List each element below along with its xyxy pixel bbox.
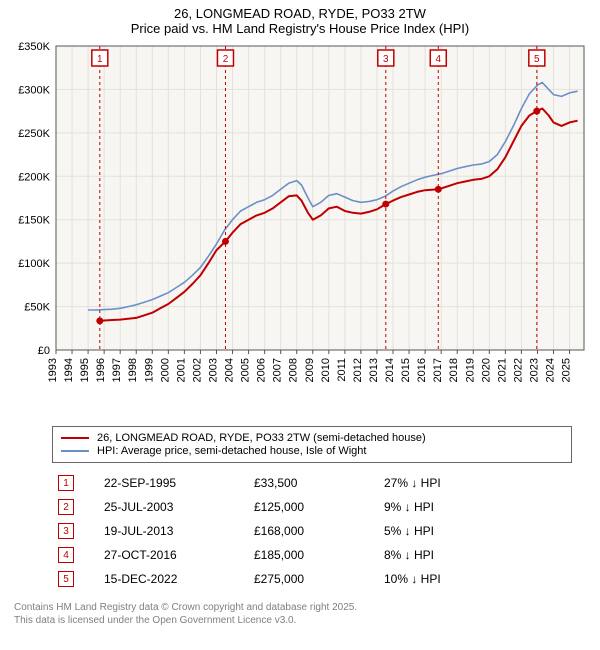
svg-text:2018: 2018 — [448, 358, 460, 382]
svg-text:1: 1 — [97, 54, 103, 65]
svg-text:2015: 2015 — [400, 358, 412, 382]
legend-label: 26, LONGMEAD ROAD, RYDE, PO33 2TW (semi-… — [97, 432, 426, 444]
cell-marker: 4 — [52, 543, 98, 567]
legend-swatch — [61, 450, 89, 452]
svg-text:£200K: £200K — [18, 171, 50, 183]
svg-text:2016: 2016 — [416, 358, 428, 382]
title-address: 26, LONGMEAD ROAD, RYDE, PO33 2TW — [8, 6, 592, 21]
svg-text:2005: 2005 — [240, 358, 252, 382]
svg-text:2020: 2020 — [480, 358, 492, 382]
cell-diff: 27% ↓ HPI — [378, 471, 572, 495]
cell-diff: 10% ↓ HPI — [378, 567, 572, 591]
svg-text:2007: 2007 — [272, 358, 284, 382]
marker-number-icon: 4 — [58, 547, 74, 563]
cell-date: 22-SEP-1995 — [98, 471, 248, 495]
chart-container: 26, LONGMEAD ROAD, RYDE, PO33 2TW Price … — [0, 0, 600, 633]
svg-text:3: 3 — [383, 54, 389, 65]
svg-text:1999: 1999 — [143, 358, 155, 382]
svg-text:2003: 2003 — [207, 358, 219, 382]
svg-text:2001: 2001 — [175, 358, 187, 382]
svg-text:2008: 2008 — [288, 358, 300, 382]
svg-text:£300K: £300K — [18, 84, 50, 96]
svg-text:2006: 2006 — [256, 358, 268, 382]
marker-number-icon: 1 — [58, 475, 74, 491]
cell-price: £185,000 — [248, 543, 378, 567]
svg-text:1994: 1994 — [63, 358, 75, 382]
cell-diff: 9% ↓ HPI — [378, 495, 572, 519]
svg-text:5: 5 — [534, 54, 540, 65]
svg-text:2010: 2010 — [320, 358, 332, 382]
svg-text:2011: 2011 — [336, 358, 348, 382]
svg-text:1993: 1993 — [47, 358, 59, 382]
svg-text:£100K: £100K — [18, 258, 50, 270]
svg-text:4: 4 — [435, 54, 441, 65]
cell-price: £33,500 — [248, 471, 378, 495]
cell-diff: 5% ↓ HPI — [378, 519, 572, 543]
svg-text:£0: £0 — [38, 345, 50, 357]
svg-text:2009: 2009 — [304, 358, 316, 382]
svg-text:2014: 2014 — [384, 358, 396, 382]
table-row: 4 27-OCT-2016£185,0008% ↓ HPI — [52, 543, 572, 567]
svg-text:1998: 1998 — [127, 358, 139, 382]
svg-text:2013: 2013 — [368, 358, 380, 382]
legend-row: 26, LONGMEAD ROAD, RYDE, PO33 2TW (semi-… — [61, 432, 563, 444]
cell-diff: 8% ↓ HPI — [378, 543, 572, 567]
cell-date: 27-OCT-2016 — [98, 543, 248, 567]
marker-number-icon: 3 — [58, 523, 74, 539]
sales-table: 1 22-SEP-1995£33,50027% ↓ HPI 2 25-JUL-2003… — [52, 471, 572, 591]
svg-text:2000: 2000 — [159, 358, 171, 382]
table-row: 2 25-JUL-2003£125,0009% ↓ HPI — [52, 495, 572, 519]
table-row: 3 19-JUL-2013£168,0005% ↓ HPI — [52, 519, 572, 543]
footer: Contains HM Land Registry data © Crown c… — [14, 601, 592, 627]
svg-text:2012: 2012 — [352, 358, 364, 382]
cell-date: 15-DEC-2022 — [98, 567, 248, 591]
svg-text:2025: 2025 — [561, 358, 573, 382]
line-chart-svg: £0 £50K £100K £150K £200K £250K £300K £350K 1993… — [8, 40, 592, 420]
chart-area: £0 £50K £100K £150K £200K £250K £300K £350K 1993… — [8, 40, 592, 420]
cell-price: £275,000 — [248, 567, 378, 591]
cell-date: 19-JUL-2013 — [98, 519, 248, 543]
legend-label: HPI: Average price, semi-detached house,… — [97, 445, 366, 457]
marker-number-icon: 2 — [58, 499, 74, 515]
svg-text:£50K: £50K — [24, 302, 50, 314]
svg-text:2024: 2024 — [545, 358, 557, 382]
svg-text:£350K: £350K — [18, 41, 50, 53]
cell-price: £125,000 — [248, 495, 378, 519]
marker-number-icon: 5 — [58, 571, 74, 587]
title-subtitle: Price paid vs. HM Land Registry's House … — [8, 21, 592, 36]
cell-marker: 2 — [52, 495, 98, 519]
cell-marker: 1 — [52, 471, 98, 495]
svg-text:2022: 2022 — [512, 358, 524, 382]
svg-text:2019: 2019 — [464, 358, 476, 382]
svg-text:2: 2 — [223, 54, 229, 65]
legend-row: HPI: Average price, semi-detached house,… — [61, 445, 563, 457]
title-block: 26, LONGMEAD ROAD, RYDE, PO33 2TW Price … — [8, 6, 592, 36]
svg-text:1995: 1995 — [79, 358, 91, 382]
cell-date: 25-JUL-2003 — [98, 495, 248, 519]
cell-marker: 3 — [52, 519, 98, 543]
table-row: 5 15-DEC-2022£275,00010% ↓ HPI — [52, 567, 572, 591]
footer-line2: This data is licensed under the Open Gov… — [14, 614, 592, 627]
svg-text:2021: 2021 — [496, 358, 508, 382]
legend-swatch — [61, 437, 89, 439]
legend: 26, LONGMEAD ROAD, RYDE, PO33 2TW (semi-… — [52, 426, 572, 463]
svg-text:£150K: £150K — [18, 215, 50, 227]
cell-marker: 5 — [52, 567, 98, 591]
svg-text:1997: 1997 — [111, 358, 123, 382]
svg-text:2017: 2017 — [432, 358, 444, 382]
cell-price: £168,000 — [248, 519, 378, 543]
footer-line1: Contains HM Land Registry data © Crown c… — [14, 601, 592, 614]
svg-text:1996: 1996 — [95, 358, 107, 382]
svg-text:2004: 2004 — [224, 358, 236, 382]
svg-text:£250K: £250K — [18, 128, 50, 140]
table-row: 1 22-SEP-1995£33,50027% ↓ HPI — [52, 471, 572, 495]
svg-text:2002: 2002 — [191, 358, 203, 382]
svg-text:2023: 2023 — [528, 358, 540, 382]
